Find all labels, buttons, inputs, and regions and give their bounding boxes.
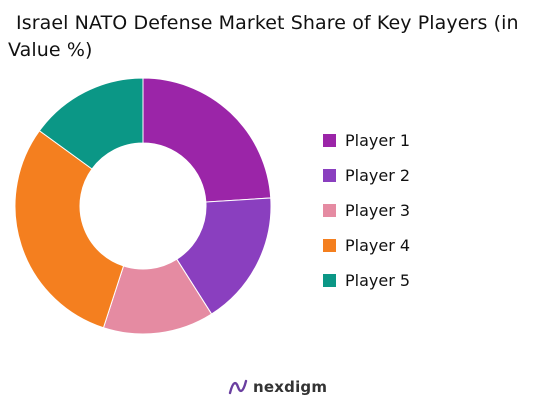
chart-title-line-2: Value %): [8, 39, 93, 61]
donut-slice-player-4: [14, 130, 125, 329]
legend-label: Player 5: [345, 271, 411, 290]
legend-item-player-2: Player 2: [323, 158, 410, 193]
legend-label: Player 2: [345, 166, 411, 185]
chart-legend: Player 1 Player 2 Player 3 Player 4 Player 5: [323, 123, 410, 298]
donut-slice-player-1: [142, 77, 272, 203]
legend-item-player-3: Player 3: [323, 193, 410, 228]
legend-swatch: [323, 204, 336, 217]
chart-title: Israel NATO Defense Market Share of Key …: [8, 10, 540, 64]
brand-name: nexdigm: [253, 378, 328, 396]
legend-label: Player 1: [345, 131, 411, 150]
legend-swatch: [323, 169, 336, 182]
nexdigm-logo-icon: [228, 379, 248, 395]
legend-item-player-1: Player 1: [323, 123, 410, 158]
legend-swatch: [323, 274, 336, 287]
legend-swatch: [323, 239, 336, 252]
donut-slice-player-5: [38, 77, 144, 170]
legend-label: Player 3: [345, 201, 411, 220]
legend-label: Player 4: [345, 236, 411, 255]
legend-item-player-5: Player 5: [323, 263, 410, 298]
brand-logo: nexdigm: [228, 378, 327, 396]
legend-item-player-4: Player 4: [323, 228, 410, 263]
chart-title-line-1: Israel NATO Defense Market Share of Key …: [16, 12, 519, 34]
legend-swatch: [323, 134, 336, 147]
